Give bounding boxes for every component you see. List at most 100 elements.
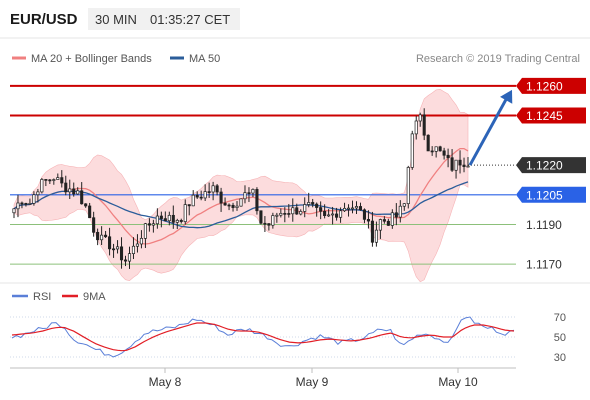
rsi-tick-label: 50	[554, 332, 566, 344]
candle-body	[143, 223, 147, 239]
candle-body	[211, 185, 215, 193]
candle-body	[446, 154, 450, 159]
candle	[56, 173, 60, 180]
candle	[446, 148, 450, 168]
candle	[119, 237, 124, 269]
candle	[362, 208, 367, 224]
candle-body	[16, 202, 20, 210]
candle-body	[386, 220, 390, 226]
candle	[207, 182, 211, 198]
candle	[127, 246, 132, 269]
candle	[231, 202, 235, 212]
candle	[235, 201, 239, 211]
candle-body	[88, 205, 92, 219]
candle-body	[32, 194, 36, 204]
candle-body	[139, 237, 143, 245]
forecast-arrow	[468, 89, 513, 166]
candle	[183, 199, 187, 225]
candle-body	[199, 196, 203, 199]
candle	[68, 179, 72, 200]
candle-body	[354, 206, 359, 209]
candle-body	[119, 246, 124, 261]
candle-body	[100, 234, 104, 241]
candle-body	[339, 210, 343, 218]
candle-body	[422, 114, 426, 136]
candle	[339, 207, 343, 223]
candle	[135, 234, 139, 253]
candle	[104, 230, 108, 238]
candle	[195, 191, 199, 199]
rsi-tick-label: 70	[554, 312, 566, 324]
candle-body	[155, 215, 159, 225]
candle-body	[323, 210, 327, 216]
level-label: 1.1170	[526, 258, 562, 272]
candle	[251, 188, 255, 198]
candle	[32, 191, 36, 206]
candle-body	[80, 190, 84, 205]
candle-body	[96, 231, 100, 241]
candle	[147, 218, 151, 232]
rsi-legend-label: RSI	[33, 291, 51, 303]
candle-body	[127, 253, 132, 262]
candle-body	[370, 220, 374, 243]
candle	[414, 115, 418, 140]
candle	[275, 212, 279, 223]
candle-body	[466, 165, 470, 168]
candle-body	[112, 248, 116, 251]
candle	[191, 190, 195, 207]
candle-body	[390, 212, 394, 226]
candle-body	[255, 189, 259, 212]
level-badge	[516, 77, 586, 94]
candle-body	[434, 146, 438, 152]
candle	[239, 198, 243, 207]
candle-body	[287, 213, 291, 215]
candle	[307, 192, 311, 208]
candle	[44, 179, 48, 187]
candle-body	[187, 204, 191, 207]
candle	[28, 198, 32, 205]
candle	[402, 203, 406, 211]
candle-body	[279, 212, 283, 216]
candle	[454, 159, 458, 179]
candle-body	[271, 215, 275, 226]
ma20-legend-label: MA 20 + Bollinger Bands	[31, 53, 152, 65]
candle-body	[131, 245, 136, 254]
candle-body	[48, 179, 52, 182]
candle-body	[350, 207, 355, 210]
candle	[418, 112, 422, 127]
candle	[131, 237, 136, 260]
candle-body	[398, 205, 402, 218]
candle-body	[84, 203, 88, 207]
candle-body	[430, 150, 434, 153]
candle	[354, 201, 359, 214]
candle-body	[243, 192, 247, 200]
time-label: 01:35:27 CET	[150, 12, 230, 27]
candle-body	[219, 191, 223, 204]
candle-body	[267, 223, 271, 226]
candle-body	[299, 211, 303, 215]
candle	[151, 219, 155, 233]
candle-body	[151, 223, 155, 226]
candle-body	[92, 217, 96, 233]
candle-body	[450, 157, 454, 171]
candle	[466, 157, 470, 168]
candle-body	[438, 146, 442, 152]
candle-body	[410, 133, 414, 168]
candlesticks	[12, 108, 470, 269]
level-label: 1.1245	[526, 109, 563, 123]
candle	[96, 228, 100, 246]
candle	[215, 184, 219, 196]
forecast-arrow-shaft	[468, 95, 510, 166]
candle	[394, 203, 398, 226]
candle	[60, 170, 64, 188]
candle	[171, 205, 175, 229]
candle	[84, 203, 88, 208]
candle	[378, 218, 382, 239]
candle	[291, 198, 295, 222]
candle-body	[406, 167, 410, 205]
candle-body	[358, 206, 363, 211]
candle-body	[346, 207, 351, 210]
candle	[112, 243, 116, 258]
candle-body	[307, 202, 311, 205]
candle-body	[442, 150, 446, 156]
